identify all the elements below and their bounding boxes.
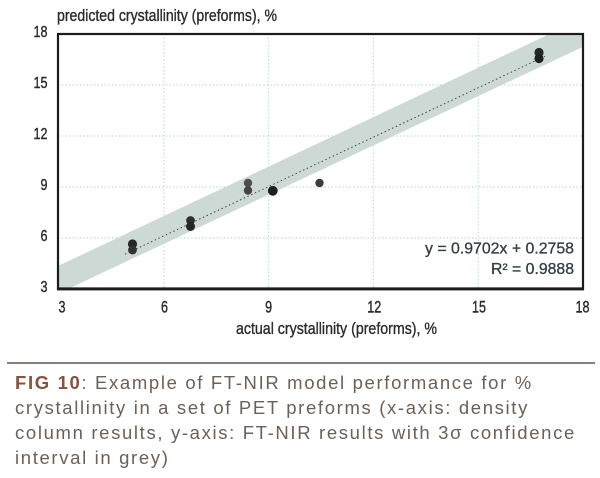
svg-text:18: 18 bbox=[576, 298, 590, 316]
svg-text:predicted crystallinity (prefo: predicted crystallinity (preforms), % bbox=[57, 6, 277, 25]
svg-text:6: 6 bbox=[41, 228, 48, 245]
svg-text:R² = 0.9888: R² = 0.9888 bbox=[491, 261, 574, 278]
svg-text:y = 0.9702x + 0.2758: y = 0.9702x + 0.2758 bbox=[425, 241, 574, 258]
svg-text:3: 3 bbox=[41, 279, 48, 296]
svg-text:18: 18 bbox=[34, 24, 48, 41]
svg-text:6: 6 bbox=[161, 298, 168, 316]
svg-text:9: 9 bbox=[265, 298, 272, 316]
svg-text:3: 3 bbox=[59, 298, 66, 316]
svg-text:15: 15 bbox=[472, 298, 486, 316]
svg-text:12: 12 bbox=[34, 126, 48, 143]
svg-text:15: 15 bbox=[34, 75, 48, 92]
svg-text:actual crystallinity (preforms: actual crystallinity (preforms), % bbox=[236, 319, 437, 338]
svg-text:9: 9 bbox=[41, 177, 48, 194]
svg-text:12: 12 bbox=[367, 298, 381, 316]
